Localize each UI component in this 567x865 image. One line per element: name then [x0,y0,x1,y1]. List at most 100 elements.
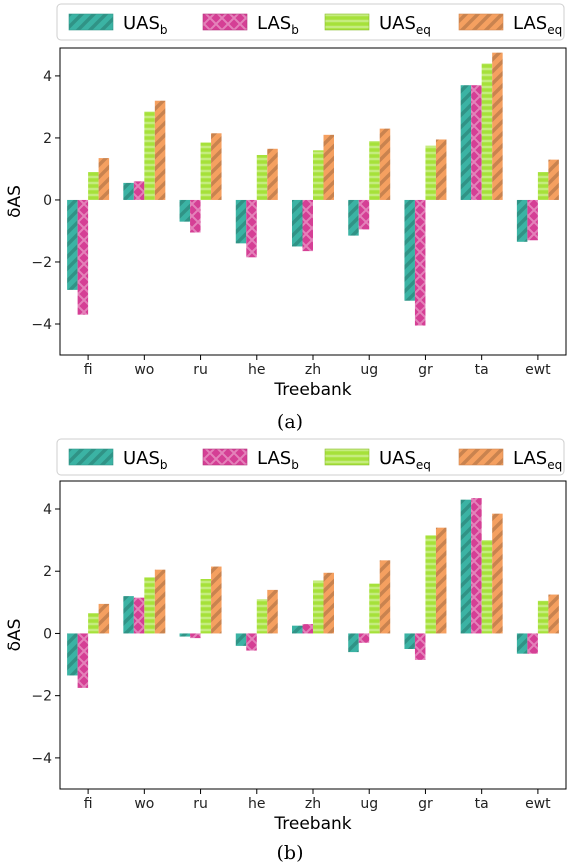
legend-label-uas-eq: UASeq [379,448,431,472]
bar-ug-las-eq [379,560,391,634]
bar-ru-uas-eq [200,142,212,200]
bar-ru-uas-b [179,199,191,222]
y-axis-label: δAS [5,619,25,652]
bar-zh-uas-eq [313,580,324,634]
bar-ewt-las-b [527,199,538,241]
legend-swatch-las-eq [458,448,504,466]
chart-panel-a: UASb LASb UASeq LASeq −4 −2 0 2 4 fi wo ru he zh ug gr t… [5,3,567,433]
bar-ug-uas-eq [369,141,380,200]
bar-gr-las-b [414,633,426,660]
bar-ewt-las-eq [548,594,559,634]
x-tick-label-ru: ru [193,362,208,378]
bar-zh-uas-eq [313,150,324,200]
bar-fi-uas-eq [88,172,99,200]
bar-he-las-b [246,633,257,651]
x-tick-label-fi: fi [84,796,93,812]
x-tick-label-wo: wo [134,796,154,812]
bar-fi-uas-b [67,633,78,676]
legend-swatch-las-b [202,448,248,466]
bar-ewt-uas-b [516,633,528,654]
bar-ewt-uas-eq [537,172,549,200]
bar-ug-uas-b [348,633,359,653]
legend-frame [56,3,565,41]
legend-label-las-eq: LASeq [513,448,562,472]
y-tick-label: 0 [43,626,52,642]
bar-ru-las-eq [211,133,222,200]
bar-gr-uas-b [404,199,415,301]
bar-gr-las-eq [435,139,447,200]
bar-ta-las-b [471,498,482,634]
bar-fi-uas-b [67,199,78,290]
bar-he-las-eq [267,589,278,634]
bar-ewt-las-eq [548,159,559,200]
x-tick-label-ta: ta [475,796,489,812]
bar-wo-uas-eq [144,111,155,200]
legend-label-las-b: LASb [257,13,299,37]
x-tick-label-gr: gr [418,796,433,812]
bar-ewt-uas-b [516,199,528,242]
bar-ug-las-eq [379,128,391,200]
bar-gr-las-b [414,199,426,326]
bar-wo-uas-b [123,596,134,634]
legend-swatch-las-b [202,13,248,31]
bar-ug-uas-eq [369,583,380,634]
legend-swatch-uas-b [68,448,114,466]
bar-fi-las-b [77,633,89,688]
bar-he-uas-eq [256,599,268,634]
bar-zh-las-b [302,199,313,252]
bar-he-uas-eq [256,154,268,200]
x-axis-label: Treebank [273,814,351,834]
x-tick-label-zh: zh [305,362,321,378]
bar-ta-uas-b [460,85,472,200]
x-tick-label-zh: zh [305,796,321,812]
bar-zh-las-eq [323,572,334,634]
y-tick-label: 4 [43,502,52,518]
bar-ta-las-eq [492,52,503,200]
bar-wo-las-eq [154,569,166,634]
legend-label-uas-b: UASb [123,13,168,37]
bar-gr-uas-eq [425,145,436,200]
bar-gr-uas-b [404,633,415,649]
bar-he-uas-b [235,633,247,646]
legend-swatch-uas-eq [324,448,370,466]
legend-label-uas-eq: UASeq [379,13,431,37]
bar-he-uas-b [235,199,247,244]
panel-caption: (b) [277,842,304,864]
x-tick-label-he: he [248,796,266,812]
bar-gr-las-eq [435,527,447,634]
x-tick-label-ewt: ewt [525,362,551,378]
bar-he-las-b [246,199,257,258]
bar-wo-las-b [133,597,145,634]
bar-fi-las-b [77,199,89,315]
y-tick-label: 0 [43,193,52,209]
x-axis-label: Treebank [273,380,351,400]
legend-label-las-b: LASb [257,448,299,472]
legend-swatch-uas-eq [324,13,370,31]
bar-zh-las-eq [323,134,334,200]
bar-ru-las-b [190,633,201,639]
x-tick-label-ta: ta [475,362,489,378]
legend-frame [56,438,565,476]
bar-ta-uas-eq [481,63,493,200]
bar-ewt-las-b [527,633,538,654]
bar-wo-las-b [133,181,145,200]
y-tick-label: 2 [43,564,52,580]
x-tick-label-ru: ru [193,796,208,812]
legend-swatch-las-eq [458,13,504,31]
bar-fi-uas-eq [88,613,99,634]
bar-ru-uas-b [179,633,191,637]
x-tick-label-fi: fi [84,362,93,378]
x-tick-label-he: he [248,362,266,378]
bar-he-las-eq [267,148,278,200]
panel-caption: (a) [277,411,303,433]
y-tick-label: −2 [31,689,52,705]
y-tick-label: 4 [43,69,52,85]
bar-fi-las-eq [98,603,110,634]
bar-ta-uas-b [460,499,472,634]
x-tick-label-ewt: ewt [525,796,551,812]
x-tick-label-ug: ug [360,796,378,812]
bar-ta-las-b [471,85,482,200]
bar-wo-uas-eq [144,577,155,634]
y-tick-label: −4 [31,317,52,333]
chart-panel-b: UASb LASb UASeq LASeq −4 −2 0 2 4 fi wo ru he zh ug gr t… [5,438,567,864]
